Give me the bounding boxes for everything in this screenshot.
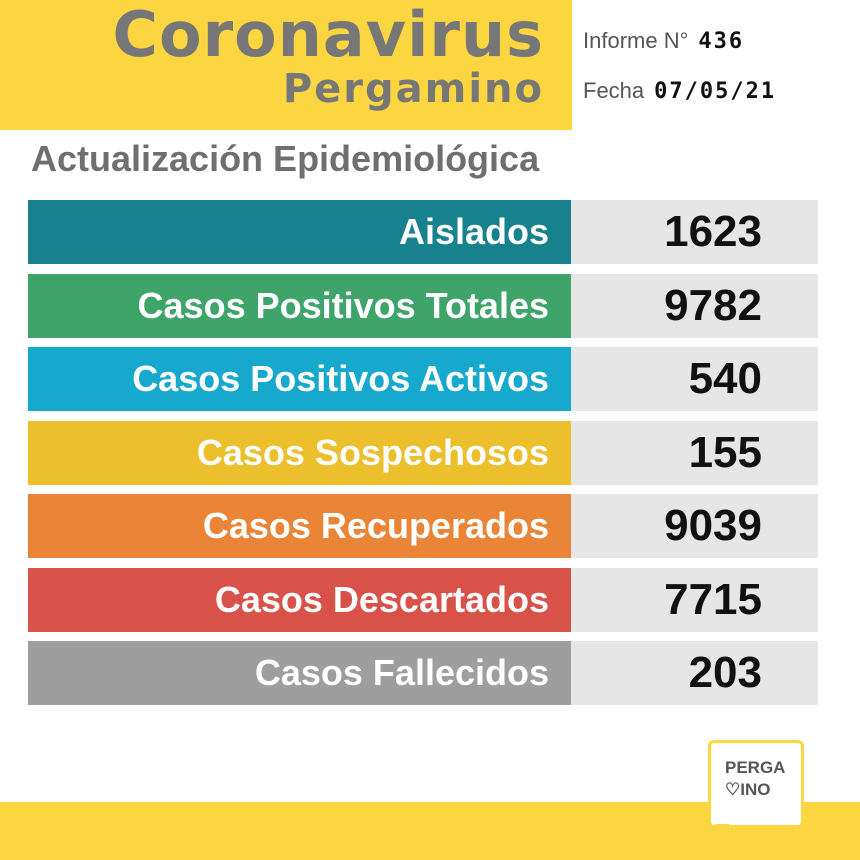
report-date: Fecha 07/05/21: [583, 78, 776, 104]
stat-value: 203: [571, 641, 818, 705]
city-title: Pergamino: [282, 66, 544, 112]
stat-value: 1623: [571, 200, 818, 264]
logo-line-2: ♡INO: [725, 780, 771, 799]
section-subtitle: Actualización Epidemiológica: [31, 138, 540, 179]
logo-line-1: PERGA: [725, 758, 786, 777]
stat-label: Casos Fallecidos: [28, 641, 571, 705]
stat-row-recuperados: Casos Recuperados 9039: [28, 494, 818, 558]
stat-value: 9039: [571, 494, 818, 558]
report-date-value: 07/05/21: [654, 79, 777, 104]
stat-label: Casos Positivos Activos: [28, 347, 571, 411]
stat-label: Casos Sospechosos: [28, 420, 571, 485]
stat-label: Casos Positivos Totales: [28, 273, 571, 338]
stat-value: 540: [571, 347, 818, 411]
stat-label: Casos Descartados: [28, 567, 571, 632]
stat-value: 7715: [571, 567, 818, 632]
page-title: Coronavirus: [112, 0, 544, 71]
stat-value: 9782: [571, 273, 818, 338]
title-banner: Coronavirus Pergamino: [0, 0, 572, 130]
logo-text: PERGA ♡INO: [725, 757, 785, 801]
pergamino-logo: PERGA ♡INO: [708, 740, 804, 828]
stat-label: Aislados: [28, 200, 571, 264]
stat-row-positivos-totales: Casos Positivos Totales 9782: [28, 273, 818, 338]
stat-value: 155: [571, 420, 818, 485]
stat-label: Casos Recuperados: [28, 494, 571, 558]
report-date-label: Fecha: [583, 78, 645, 103]
stat-row-aislados: Aislados 1623: [28, 200, 818, 264]
stat-row-positivos-activos: Casos Positivos Activos 540: [28, 347, 818, 411]
stat-row-descartados: Casos Descartados 7715: [28, 567, 818, 632]
report-number-value: 436: [698, 29, 745, 54]
report-number-label: Informe N°: [583, 28, 689, 53]
stats-table: Aislados 1623 Casos Positivos Totales 97…: [28, 200, 818, 715]
stat-row-fallecidos: Casos Fallecidos 203: [28, 641, 818, 705]
stat-row-sospechosos: Casos Sospechosos 155: [28, 420, 818, 485]
logo-speech-tail: [715, 824, 729, 840]
report-number: Informe N° 436: [583, 28, 744, 54]
